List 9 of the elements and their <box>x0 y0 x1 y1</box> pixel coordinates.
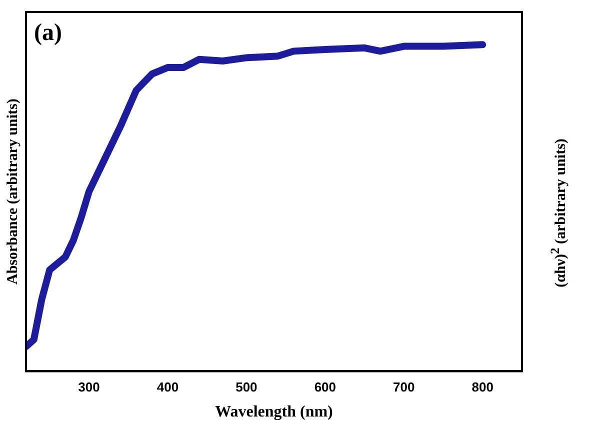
x-tick-label: 700 <box>393 380 415 395</box>
x-tick-label: 400 <box>156 380 179 395</box>
x-axis-title: Wavelength (nm) <box>215 404 333 421</box>
x-tick-label: 300 <box>78 380 100 395</box>
annotation: (a) <box>34 20 62 46</box>
x-tick-label: 600 <box>314 380 336 395</box>
x-tick-label: 800 <box>472 380 494 395</box>
x-tick-label: 500 <box>236 380 258 395</box>
y-axis-title: Absorbance (arbitrary units) <box>4 98 21 285</box>
